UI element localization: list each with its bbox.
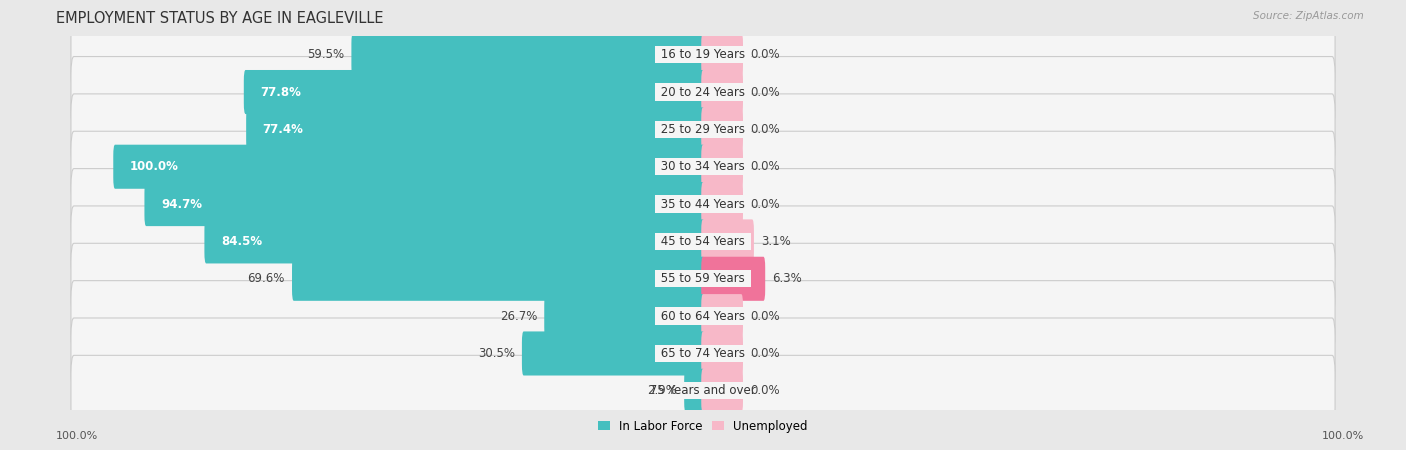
FancyBboxPatch shape xyxy=(685,369,704,413)
FancyBboxPatch shape xyxy=(702,220,754,263)
FancyBboxPatch shape xyxy=(66,325,1340,382)
FancyBboxPatch shape xyxy=(145,182,704,226)
Text: 0.0%: 0.0% xyxy=(749,160,780,173)
Text: 60 to 64 Years: 60 to 64 Years xyxy=(657,310,749,323)
FancyBboxPatch shape xyxy=(204,220,704,263)
FancyBboxPatch shape xyxy=(70,318,1336,389)
FancyBboxPatch shape xyxy=(66,63,1340,121)
FancyBboxPatch shape xyxy=(702,108,742,151)
FancyBboxPatch shape xyxy=(702,145,742,189)
Text: 30 to 34 Years: 30 to 34 Years xyxy=(657,160,749,173)
FancyBboxPatch shape xyxy=(66,101,1340,158)
Text: 6.3%: 6.3% xyxy=(772,272,801,285)
Text: 75 Years and over: 75 Years and over xyxy=(647,384,759,397)
Text: 16 to 19 Years: 16 to 19 Years xyxy=(657,48,749,61)
Text: 2.9%: 2.9% xyxy=(647,384,678,397)
FancyBboxPatch shape xyxy=(292,257,704,301)
FancyBboxPatch shape xyxy=(246,108,704,151)
FancyBboxPatch shape xyxy=(66,288,1340,345)
Text: 55 to 59 Years: 55 to 59 Years xyxy=(657,272,749,285)
FancyBboxPatch shape xyxy=(66,26,1340,83)
Legend: In Labor Force, Unemployed: In Labor Force, Unemployed xyxy=(593,415,813,437)
FancyBboxPatch shape xyxy=(66,138,1340,195)
FancyBboxPatch shape xyxy=(66,362,1340,419)
FancyBboxPatch shape xyxy=(352,33,704,76)
Text: EMPLOYMENT STATUS BY AGE IN EAGLEVILLE: EMPLOYMENT STATUS BY AGE IN EAGLEVILLE xyxy=(56,11,384,26)
FancyBboxPatch shape xyxy=(70,169,1336,239)
FancyBboxPatch shape xyxy=(702,70,742,114)
Text: 25 to 29 Years: 25 to 29 Years xyxy=(657,123,749,136)
Text: 59.5%: 59.5% xyxy=(308,48,344,61)
FancyBboxPatch shape xyxy=(70,356,1336,426)
Text: 65 to 74 Years: 65 to 74 Years xyxy=(657,347,749,360)
FancyBboxPatch shape xyxy=(70,19,1336,90)
Text: 100.0%: 100.0% xyxy=(129,160,179,173)
Text: 0.0%: 0.0% xyxy=(749,310,780,323)
Text: 0.0%: 0.0% xyxy=(749,123,780,136)
Text: 26.7%: 26.7% xyxy=(499,310,537,323)
Text: 0.0%: 0.0% xyxy=(749,384,780,397)
FancyBboxPatch shape xyxy=(702,182,742,226)
FancyBboxPatch shape xyxy=(70,131,1336,202)
FancyBboxPatch shape xyxy=(70,94,1336,165)
FancyBboxPatch shape xyxy=(702,33,742,76)
Text: 94.7%: 94.7% xyxy=(160,198,202,211)
Text: 69.6%: 69.6% xyxy=(247,272,285,285)
Text: 20 to 24 Years: 20 to 24 Years xyxy=(657,86,749,99)
FancyBboxPatch shape xyxy=(66,250,1340,307)
Text: 77.4%: 77.4% xyxy=(263,123,304,136)
FancyBboxPatch shape xyxy=(70,281,1336,351)
FancyBboxPatch shape xyxy=(114,145,704,189)
Text: 100.0%: 100.0% xyxy=(1322,431,1364,441)
Text: 0.0%: 0.0% xyxy=(749,86,780,99)
FancyBboxPatch shape xyxy=(70,243,1336,314)
FancyBboxPatch shape xyxy=(702,369,742,413)
Text: Source: ZipAtlas.com: Source: ZipAtlas.com xyxy=(1253,11,1364,21)
Text: 45 to 54 Years: 45 to 54 Years xyxy=(657,235,749,248)
Text: 100.0%: 100.0% xyxy=(56,431,98,441)
FancyBboxPatch shape xyxy=(243,70,704,114)
Text: 35 to 44 Years: 35 to 44 Years xyxy=(657,198,749,211)
Text: 3.1%: 3.1% xyxy=(761,235,790,248)
Text: 0.0%: 0.0% xyxy=(749,347,780,360)
FancyBboxPatch shape xyxy=(70,57,1336,127)
FancyBboxPatch shape xyxy=(702,294,742,338)
FancyBboxPatch shape xyxy=(702,257,765,301)
FancyBboxPatch shape xyxy=(66,176,1340,233)
Text: 30.5%: 30.5% xyxy=(478,347,515,360)
FancyBboxPatch shape xyxy=(522,332,704,375)
Text: 77.8%: 77.8% xyxy=(260,86,301,99)
FancyBboxPatch shape xyxy=(702,332,742,375)
Text: 0.0%: 0.0% xyxy=(749,198,780,211)
FancyBboxPatch shape xyxy=(70,206,1336,277)
Text: 0.0%: 0.0% xyxy=(749,48,780,61)
FancyBboxPatch shape xyxy=(66,213,1340,270)
FancyBboxPatch shape xyxy=(544,294,704,338)
Text: 84.5%: 84.5% xyxy=(221,235,262,248)
